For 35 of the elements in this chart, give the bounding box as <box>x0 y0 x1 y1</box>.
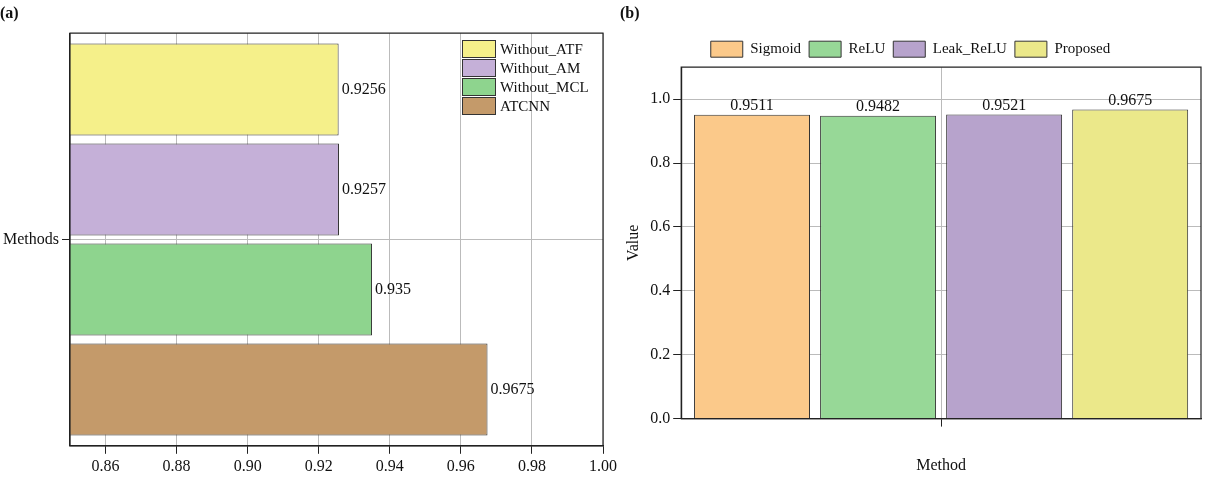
y-tick-label: Methods <box>3 229 59 247</box>
legend-label: Without_MCL <box>500 78 589 96</box>
legend-label: Proposed <box>1054 40 1111 57</box>
data-label: 0.935 <box>375 279 412 297</box>
legend-label: Without_ATF <box>500 40 583 58</box>
legend-label: ReLU <box>848 40 886 57</box>
legend-label: Without_AM <box>500 59 581 77</box>
x-axis-title: Method <box>916 455 966 473</box>
x-tick-label: 0.88 <box>162 456 191 474</box>
chart-title: (a) <box>0 3 19 22</box>
y-tick-label: 0.0 <box>650 408 671 426</box>
x-tick-label: 0.90 <box>233 456 262 474</box>
x-tick-label: 1.00 <box>589 456 617 474</box>
data-label: 0.9511 <box>730 95 774 113</box>
data-label: 0.9521 <box>982 95 1027 113</box>
y-tick-label: 0.8 <box>650 153 671 171</box>
y-axis-title: Value <box>623 224 641 262</box>
data-label: 0.9675 <box>1108 90 1153 108</box>
data-label: 0.9482 <box>856 96 901 114</box>
legend-label: ATCNN <box>500 97 551 115</box>
x-tick-label: 0.86 <box>91 456 120 474</box>
data-label: 0.9256 <box>341 79 386 97</box>
x-tick-label: 0.96 <box>446 456 475 474</box>
data-label: 0.9675 <box>490 379 535 397</box>
y-tick-label: 1.0 <box>650 89 671 107</box>
legend-label: Sigmoid <box>750 40 802 57</box>
chart-title: (b) <box>620 3 640 22</box>
legend-label: Leak_ReLU <box>932 40 1008 57</box>
x-tick-label: 0.92 <box>304 456 333 474</box>
y-tick-label: 0.4 <box>650 281 671 299</box>
y-tick-label: 0.6 <box>650 217 671 235</box>
x-tick-label: 0.98 <box>517 456 546 474</box>
data-label: 0.9257 <box>341 179 386 197</box>
x-tick-label: 0.94 <box>375 456 404 474</box>
y-tick-label: 0.2 <box>650 344 671 362</box>
